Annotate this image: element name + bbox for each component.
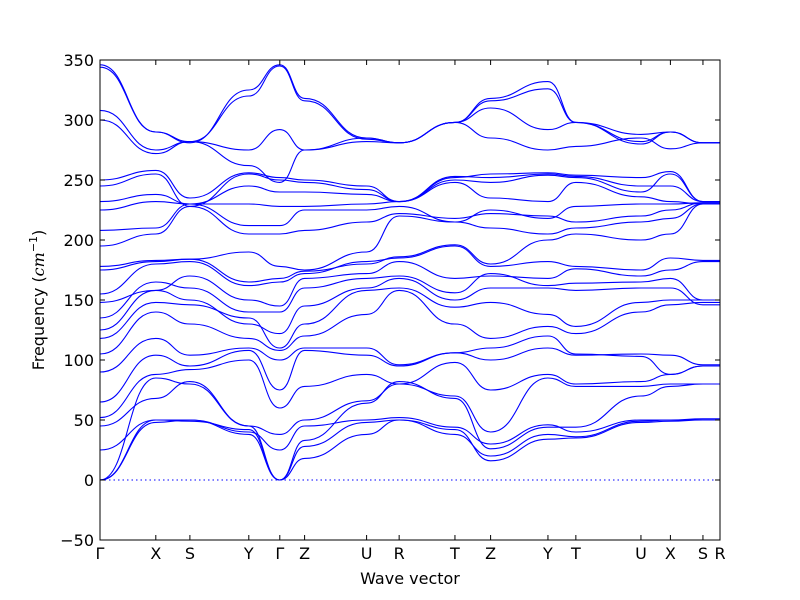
band-line (99, 417, 720, 451)
y-tick-label: 200 (63, 231, 94, 250)
y-axis-label: Frequency (cm−1) (27, 230, 48, 371)
x-axis-label: Wave vector (360, 569, 460, 588)
x-tick-label: Γ (96, 544, 105, 563)
y-tick-label: 300 (63, 111, 94, 130)
y-tick-label: 0 (84, 471, 94, 490)
band-line (99, 419, 720, 481)
band-line (99, 181, 720, 211)
band-line (99, 107, 720, 183)
band-line (99, 203, 720, 271)
band-line (99, 245, 720, 295)
x-tick-label: R (394, 544, 405, 563)
x-tick-label: T (449, 544, 460, 563)
x-tick-label: X (150, 544, 161, 563)
plot-area (99, 64, 720, 481)
x-tick-label: R (714, 544, 725, 563)
y-tick-label: 350 (63, 51, 94, 70)
band-line (99, 64, 720, 145)
band-line (99, 277, 720, 335)
band-line (99, 119, 720, 155)
band-line (99, 171, 720, 207)
band-line (99, 273, 720, 319)
band-line (99, 419, 720, 481)
x-tick-label: Y (243, 544, 254, 563)
y-axis-ticks: −50 0 50 100 150 200 250 300 350 (60, 51, 720, 550)
band-line (99, 169, 720, 203)
band-line (99, 289, 720, 355)
y-tick-label: 100 (63, 351, 94, 370)
y-tick-label: 250 (63, 171, 94, 190)
x-tick-label: Z (299, 544, 310, 563)
band-line (99, 335, 720, 375)
band-line (99, 202, 720, 231)
y-tick-label: 50 (74, 411, 94, 430)
x-tick-label: Z (485, 544, 496, 563)
x-tick-label: T (570, 544, 581, 563)
x-tick-label: S (698, 544, 708, 563)
band-line (99, 202, 720, 247)
x-tick-label: Y (542, 544, 553, 563)
y-tick-label: 150 (63, 291, 94, 310)
band-line (99, 287, 720, 349)
band-line (99, 347, 720, 403)
band-line (99, 203, 720, 283)
band-line (99, 65, 720, 144)
band-lines (99, 64, 720, 481)
y-tick-label: −50 (60, 531, 94, 550)
x-tick-label: U (361, 544, 373, 563)
band-line (99, 377, 720, 435)
band-line (99, 261, 720, 307)
x-tick-label: X (665, 544, 676, 563)
x-tick-label: S (185, 544, 195, 563)
band-line (99, 359, 720, 419)
band-line (99, 377, 720, 481)
x-tick-label: U (635, 544, 647, 563)
x-tick-label: Γ (275, 544, 284, 563)
